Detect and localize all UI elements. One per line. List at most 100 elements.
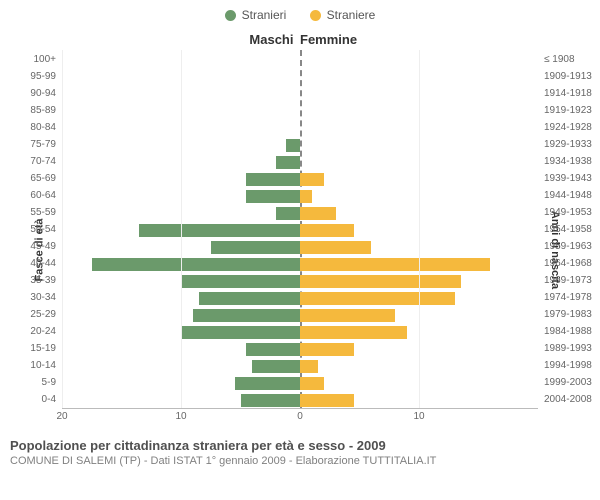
pyramid-row: 30-341974-1978 <box>62 290 538 307</box>
age-label: 20-24 <box>30 326 62 337</box>
age-label: 100+ <box>33 54 62 65</box>
birth-label: 1999-2003 <box>538 377 592 388</box>
pyramid-row: 40-441964-1968 <box>62 256 538 273</box>
birth-label: 1944-1948 <box>538 190 592 201</box>
birth-label: 1994-1998 <box>538 360 592 371</box>
pyramid-row: 20-241984-1988 <box>62 324 538 341</box>
bar-female <box>300 224 354 237</box>
bar-male <box>181 326 300 339</box>
legend-dot-male <box>225 10 236 21</box>
pyramid-row: 45-491959-1963 <box>62 239 538 256</box>
bar-female <box>300 360 318 373</box>
bar-male <box>246 173 300 186</box>
bar-male <box>246 343 300 356</box>
bar-male <box>286 139 300 152</box>
x-tick-label: 10 <box>175 411 186 422</box>
pyramid-row: 75-791929-1933 <box>62 137 538 154</box>
bar-female <box>300 377 324 390</box>
bar-male <box>193 309 300 322</box>
age-label: 60-64 <box>30 190 62 201</box>
pyramid-row: 35-391969-1973 <box>62 273 538 290</box>
bar-female <box>300 309 395 322</box>
age-label: 25-29 <box>30 309 62 320</box>
birth-label: 1909-1913 <box>538 71 592 82</box>
pyramid-row: 70-741934-1938 <box>62 154 538 171</box>
gridline <box>419 50 420 408</box>
bar-male <box>276 156 300 169</box>
pyramid-row: 15-191989-1993 <box>62 341 538 358</box>
bar-female <box>300 241 371 254</box>
chart-subtitle: COMUNE DI SALEMI (TP) - Dati ISTAT 1° ge… <box>10 455 590 467</box>
footer: Popolazione per cittadinanza straniera p… <box>0 432 600 467</box>
bar-female <box>300 190 312 203</box>
birth-label: 1949-1953 <box>538 207 592 218</box>
bar-female <box>300 292 455 305</box>
age-label: 45-49 <box>30 241 62 252</box>
age-label: 70-74 <box>30 156 62 167</box>
pyramid-row: 85-891919-1923 <box>62 103 538 120</box>
bar-female <box>300 343 354 356</box>
bar-male <box>241 394 301 407</box>
x-tick-label: 0 <box>297 411 303 422</box>
legend-label-male: Stranieri <box>242 8 287 22</box>
age-label: 90-94 <box>30 88 62 99</box>
pyramid-row: 60-641944-1948 <box>62 188 538 205</box>
x-tick-label: 10 <box>413 411 424 422</box>
pyramid-row: 25-291979-1983 <box>62 307 538 324</box>
bar-male <box>211 241 300 254</box>
pyramid-row: 95-991909-1913 <box>62 69 538 86</box>
birth-label: 1969-1973 <box>538 275 592 286</box>
pyramid-row: 50-541954-1958 <box>62 222 538 239</box>
birth-label: 1919-1923 <box>538 105 592 116</box>
chart-title: Popolazione per cittadinanza straniera p… <box>10 438 590 453</box>
pyramid-row: 5-91999-2003 <box>62 375 538 392</box>
birth-label: 1984-1988 <box>538 326 592 337</box>
header-female: Femmine <box>300 32 357 47</box>
birth-label: 1959-1963 <box>538 241 592 252</box>
bar-male <box>181 275 300 288</box>
age-label: 80-84 <box>30 122 62 133</box>
age-label: 50-54 <box>30 224 62 235</box>
chart-area: Maschi Femmine 100+≤ 190895-991909-19139… <box>62 32 538 432</box>
header-male: Maschi <box>249 32 293 47</box>
legend-label-female: Straniere <box>327 8 376 22</box>
legend: Stranieri Straniere <box>0 0 600 24</box>
age-label: 75-79 <box>30 139 62 150</box>
bar-male <box>199 292 300 305</box>
bar-female <box>300 394 354 407</box>
age-label: 35-39 <box>30 275 62 286</box>
bar-male <box>276 207 300 220</box>
legend-item-female: Straniere <box>310 8 376 22</box>
legend-item-male: Stranieri <box>225 8 287 22</box>
birth-label: ≤ 1908 <box>538 54 575 65</box>
birth-label: 1964-1968 <box>538 258 592 269</box>
age-label: 10-14 <box>30 360 62 371</box>
age-label: 95-99 <box>30 71 62 82</box>
birth-label: 1934-1938 <box>538 156 592 167</box>
pyramid-row: 65-691939-1943 <box>62 171 538 188</box>
x-ticks: 2010010 <box>62 409 538 423</box>
pyramid-row: 0-42004-2008 <box>62 392 538 409</box>
bar-female <box>300 326 407 339</box>
birth-label: 2004-2008 <box>538 394 592 405</box>
pyramid-row: 80-841924-1928 <box>62 120 538 137</box>
age-label: 30-34 <box>30 292 62 303</box>
pyramid-row: 55-591949-1953 <box>62 205 538 222</box>
bar-male <box>252 360 300 373</box>
bar-male <box>235 377 300 390</box>
bar-male <box>92 258 300 271</box>
pyramid-row: 10-141994-1998 <box>62 358 538 375</box>
bar-male <box>139 224 300 237</box>
legend-dot-female <box>310 10 321 21</box>
birth-label: 1939-1943 <box>538 173 592 184</box>
plot: 100+≤ 190895-991909-191390-941914-191885… <box>62 50 538 409</box>
birth-label: 1924-1928 <box>538 122 592 133</box>
bar-male <box>246 190 300 203</box>
age-label: 15-19 <box>30 343 62 354</box>
gridline <box>62 50 63 408</box>
birth-label: 1989-1993 <box>538 343 592 354</box>
age-label: 85-89 <box>30 105 62 116</box>
birth-label: 1979-1983 <box>538 309 592 320</box>
bar-female <box>300 258 490 271</box>
age-label: 40-44 <box>30 258 62 269</box>
